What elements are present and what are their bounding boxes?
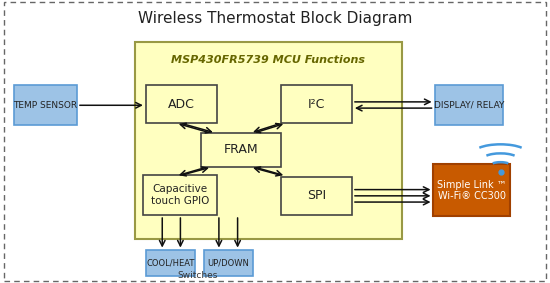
Text: ADC: ADC (168, 98, 195, 110)
FancyBboxPatch shape (280, 85, 352, 123)
FancyBboxPatch shape (201, 133, 280, 167)
Text: TEMP SENSOR: TEMP SENSOR (13, 101, 78, 110)
Text: UP/DOWN: UP/DOWN (207, 259, 249, 268)
Text: I²C: I²C (307, 98, 325, 110)
FancyBboxPatch shape (146, 250, 195, 276)
FancyBboxPatch shape (14, 85, 77, 125)
FancyBboxPatch shape (433, 164, 510, 216)
Text: FRAM: FRAM (223, 143, 258, 156)
Text: DISPLAY/ RELAY: DISPLAY/ RELAY (434, 101, 504, 110)
Text: MSP430FR5739 MCU Functions: MSP430FR5739 MCU Functions (171, 55, 365, 65)
FancyBboxPatch shape (280, 177, 352, 215)
Text: Simple Link ™
Wi-Fi® CC300: Simple Link ™ Wi-Fi® CC300 (437, 179, 507, 201)
FancyBboxPatch shape (135, 42, 402, 239)
Text: Wireless Thermostat Block Diagram: Wireless Thermostat Block Diagram (138, 11, 412, 26)
Text: Capacitive
touch GPIO: Capacitive touch GPIO (151, 185, 210, 206)
Text: COOL/HEAT: COOL/HEAT (146, 259, 195, 268)
FancyBboxPatch shape (146, 85, 217, 123)
Text: SPI: SPI (307, 190, 326, 202)
FancyBboxPatch shape (204, 250, 253, 276)
FancyBboxPatch shape (434, 85, 503, 125)
FancyBboxPatch shape (143, 175, 217, 215)
Text: Switches: Switches (178, 271, 218, 280)
